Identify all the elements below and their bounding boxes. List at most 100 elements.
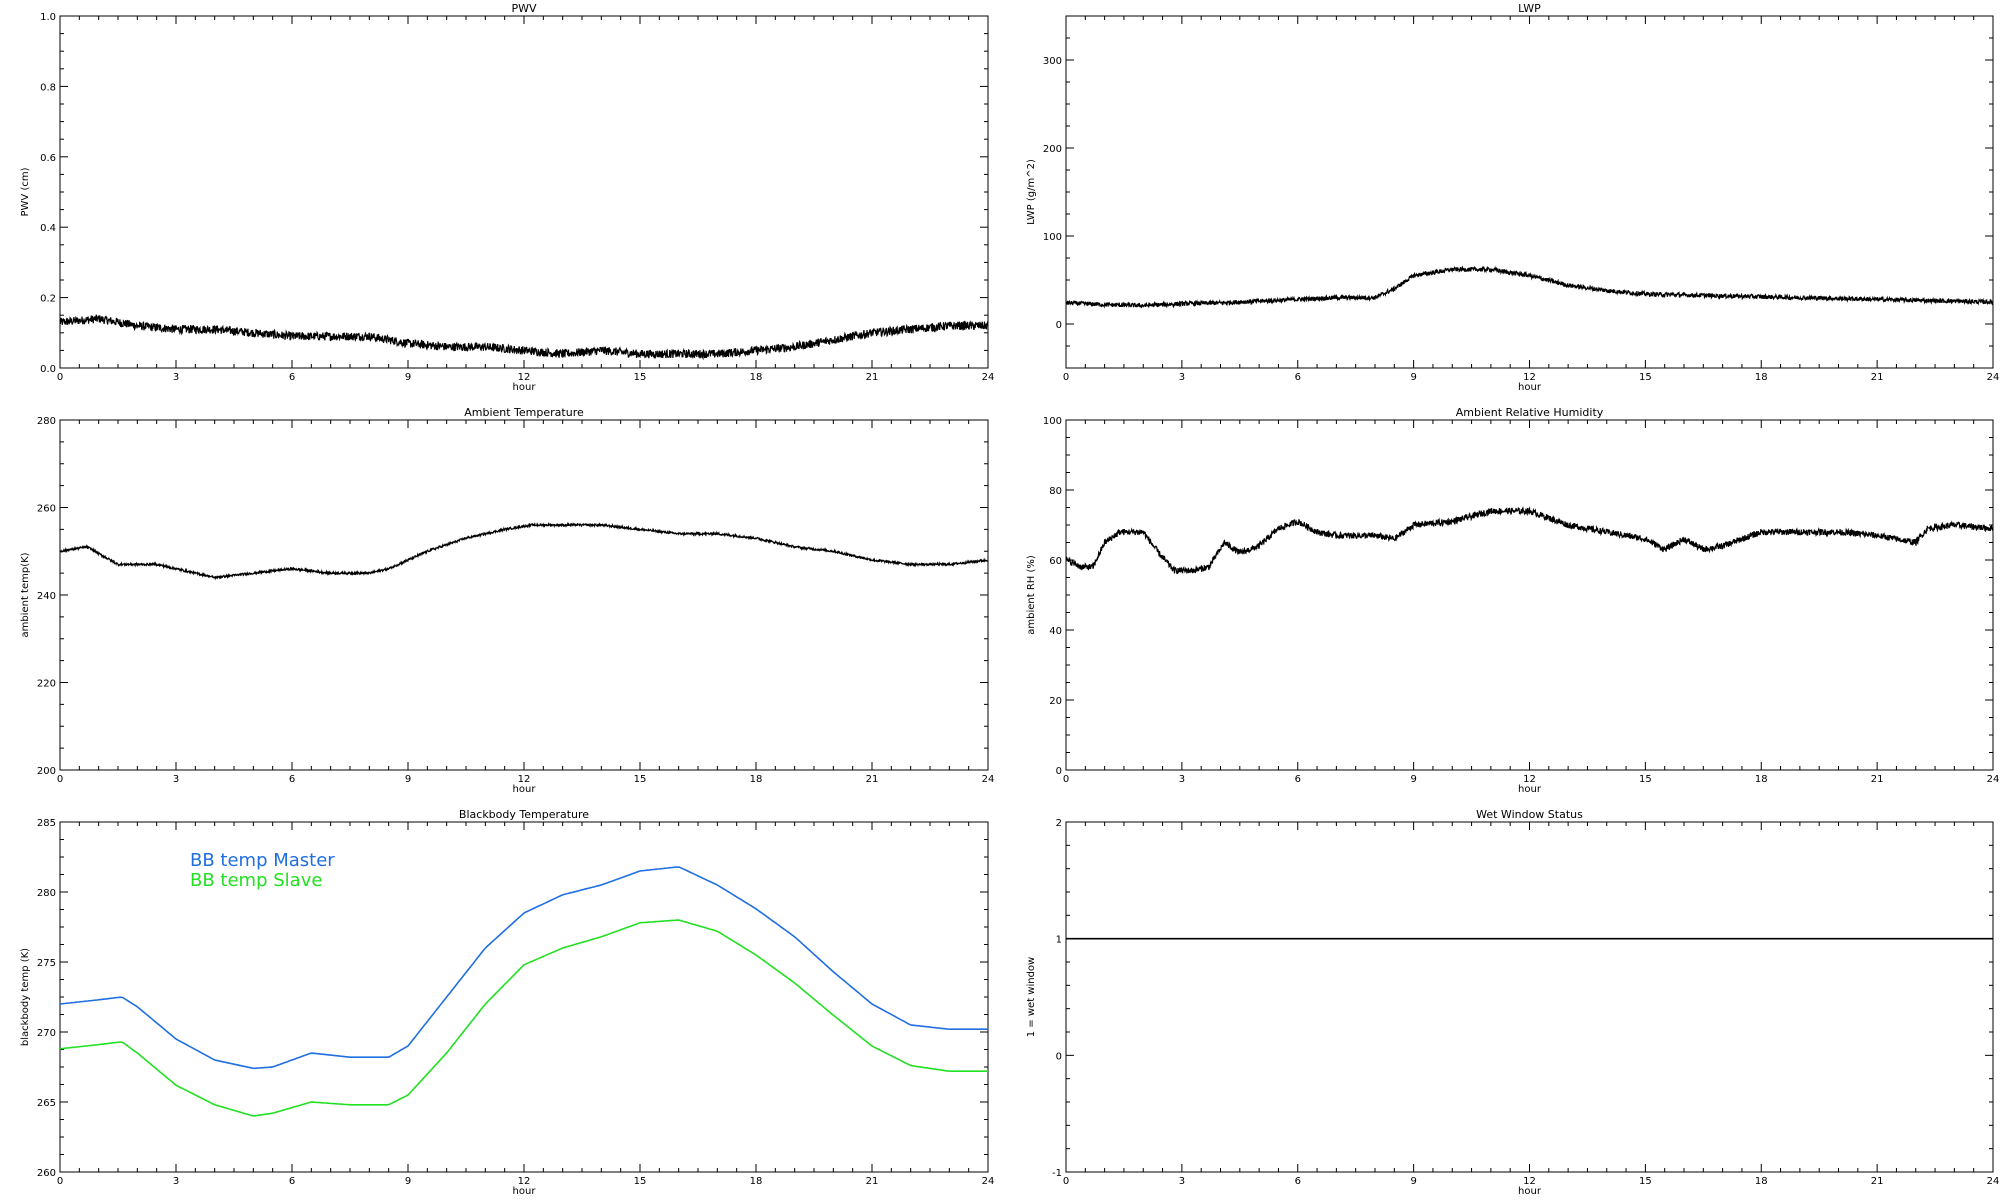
x-axis-label: hour [1518,1186,1542,1197]
plot-frame [1065,15,1994,369]
y-tick-label: 40 [1049,626,1062,637]
plot-frame [59,15,989,369]
y-tick-label: 260 [37,504,56,515]
x-tick-label: 6 [289,774,295,785]
y-axis-label: LWP (g/m^2) [1026,159,1037,225]
y-tick-label: 100 [1043,416,1062,427]
x-tick-label: 21 [1871,774,1884,785]
x-tick-label: 6 [1295,774,1301,785]
x-tick-label: 18 [750,774,763,785]
x-tick-label: 0 [1063,774,1069,785]
x-tick-label: 6 [289,1176,295,1187]
x-tick-label: 24 [982,372,995,383]
x-tick-label: 0 [1063,1176,1069,1187]
y-tick-label: 2 [1056,818,1062,829]
y-tick-label: 0.8 [40,82,56,93]
panel-3: Ambient Temperature 0 3 6 9 12 15 18 21 24 hour 200… [20,406,994,795]
y-axis-label: PWV (cm) [20,167,31,216]
y-tick-label: 200 [1043,144,1062,155]
x-tick-label: 9 [405,774,411,785]
x-tick-label: 12 [518,774,531,785]
x-tick-label: 15 [634,372,647,383]
y-tick-label: 0 [1056,766,1062,777]
x-tick-label: 12 [1523,1176,1536,1187]
chart-title: PWV [511,2,537,15]
x-tick-label: 24 [1987,1176,2000,1187]
x-tick-label: 9 [1410,1176,1416,1187]
y-tick-label: 20 [1049,696,1062,707]
x-tick-label: 0 [57,372,63,383]
y-tick-label: 220 [37,679,56,690]
y-tick-label: 275 [37,958,56,969]
y-tick-label: 0 [1056,320,1062,331]
y-tick-label: 100 [1043,232,1062,243]
x-tick-label: 3 [173,372,179,383]
x-tick-label: 24 [1987,774,2000,785]
chart-title: LWP [1518,2,1541,15]
y-tick-label: 80 [1049,486,1062,497]
y-tick-label: 260 [37,1168,56,1179]
series-line-1 [60,314,988,361]
y-axis-label: ambient temp(K) [20,552,31,637]
x-tick-label: 9 [1410,372,1416,383]
legend-entry: BB temp Master [190,850,335,871]
x-axis-label: hour [1518,784,1542,795]
x-tick-label: 15 [1639,774,1652,785]
plot-frame [1065,419,1994,771]
x-tick-label: 21 [866,1176,879,1187]
x-tick-label: 12 [518,372,531,383]
x-tick-label: 3 [1179,774,1185,785]
x-tick-label: 15 [634,1176,647,1187]
y-tick-label: 60 [1049,556,1062,567]
x-tick-label: 21 [866,372,879,383]
x-tick-label: 18 [750,372,763,383]
x-tick-label: 0 [1063,372,1069,383]
panel-5: Blackbody Temperature 0 3 6 9 12 15 18 21 24 hour 2… [20,808,994,1197]
y-tick-label: 1 [1056,935,1062,946]
legend-entry: BB temp Slave [190,870,322,891]
chart-title: Blackbody Temperature [459,808,589,821]
x-axis-label: hour [513,784,537,795]
y-axis-label: 1 = wet window [1026,957,1037,1037]
x-tick-label: 9 [1410,774,1416,785]
x-tick-label: 24 [982,1176,995,1187]
x-axis-label: hour [513,382,537,393]
y-tick-label: 280 [37,416,56,427]
y-tick-label: 0.0 [40,364,56,375]
y-axis-label: ambient RH (%) [1026,555,1037,635]
x-axis-label: hour [513,1186,537,1197]
y-tick-label: 280 [37,888,56,899]
series-line-bb-temp-slave [60,919,988,1117]
x-tick-label: 21 [1871,372,1884,383]
y-tick-label: -1 [1052,1168,1062,1179]
panel-1: PWV 0 3 6 9 12 15 18 21 24 hour 0.0 0.2 0.4 0.6 0.8 1.0 P… [20,2,994,393]
y-tick-label: 285 [37,818,56,829]
chart-title: Ambient Temperature [464,406,584,419]
x-tick-label: 9 [405,372,411,383]
x-tick-label: 18 [1755,774,1768,785]
x-tick-label: 6 [1295,372,1301,383]
x-tick-label: 3 [173,1176,179,1187]
y-tick-label: 0.2 [40,294,56,305]
x-tick-label: 21 [866,774,879,785]
y-tick-label: 240 [37,591,56,602]
chart-title: Ambient Relative Humidity [1456,406,1604,419]
y-tick-label: 270 [37,1028,56,1039]
chart-title: Wet Window Status [1476,808,1583,821]
x-tick-label: 0 [57,1176,63,1187]
x-tick-label: 18 [1755,1176,1768,1187]
x-tick-label: 12 [1523,774,1536,785]
x-tick-label: 6 [1295,1176,1301,1187]
plot-frame [59,419,989,771]
x-tick-label: 9 [405,1176,411,1187]
x-tick-label: 12 [518,1176,531,1187]
y-axis-label: blackbody temp (K) [20,948,31,1046]
y-tick-label: 0.6 [40,153,56,164]
x-tick-label: 3 [1179,372,1185,383]
x-tick-label: 24 [982,774,995,785]
x-tick-label: 21 [1871,1176,1884,1187]
x-axis-label: hour [1518,382,1542,393]
series-line-1 [1066,506,1993,575]
